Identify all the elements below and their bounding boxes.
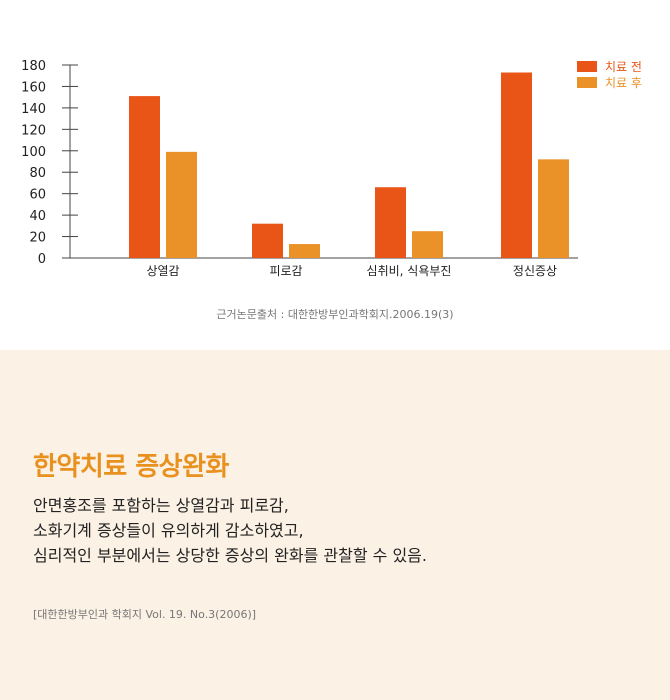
bar-chart: 0 20 40 60 80 100 120 140 160 180 상열감 피로감 심취비, 식욕부진 정…	[21, 59, 642, 278]
y-tick-label: 160	[21, 80, 46, 95]
y-tick-label: 0	[38, 252, 46, 267]
y-tick-label: 120	[21, 123, 46, 138]
legend-swatch	[577, 61, 597, 72]
description-line: 소화기계 증상들이 유의하게 감소하였고,	[33, 521, 304, 540]
x-tick-label: 심취비, 식욕부진	[367, 264, 452, 278]
description-line: 심리적인 부분에서는 상당한 증상의 완화를 관찰할 수 있음.	[33, 546, 427, 565]
bar	[412, 231, 443, 258]
chart-source: 근거논문출처 : 대한한방부인과학회지.2006.19(3)	[216, 308, 454, 321]
x-tick-label: 피로감	[269, 264, 302, 278]
legend-swatch	[577, 77, 597, 88]
citation: [대한한방부인과 학회지 Vol. 19. No.3(2006)]	[33, 608, 257, 621]
description: 안면홍조를 포함하는 상열감과 피로감, 소화기계 증상들이 유의하게 감소하였…	[33, 493, 427, 568]
bar	[166, 151, 197, 258]
y-tick-label: 20	[29, 231, 46, 246]
bar	[289, 244, 320, 258]
description-line: 안면홍조를 포함하는 상열감과 피로감,	[33, 496, 289, 515]
y-tick-label: 60	[29, 188, 46, 203]
info-section: 한약치료 증상완화 안면홍조를 포함하는 상열감과 피로감, 소화기계 증상들이…	[0, 350, 670, 700]
headline: 한약치료 증상완화	[33, 452, 229, 482]
bar	[129, 96, 160, 258]
y-tick-label: 180	[21, 59, 46, 74]
bar	[375, 187, 406, 258]
bar	[252, 223, 283, 258]
y-tick-label: 80	[29, 166, 46, 181]
y-tick-label: 40	[29, 209, 46, 224]
y-tick-label: 140	[21, 102, 46, 117]
bar	[538, 159, 569, 258]
bar	[501, 72, 532, 258]
x-tick-label: 상열감	[146, 264, 179, 278]
chart-section: 0 20 40 60 80 100 120 140 160 180 상열감 피로감 심취비, 식욕부진 정…	[21, 59, 642, 321]
legend-label: 치료 후	[605, 76, 642, 90]
x-tick-label: 정신증상	[513, 264, 557, 278]
y-tick-label: 100	[21, 145, 46, 160]
legend-label: 치료 전	[605, 60, 642, 74]
